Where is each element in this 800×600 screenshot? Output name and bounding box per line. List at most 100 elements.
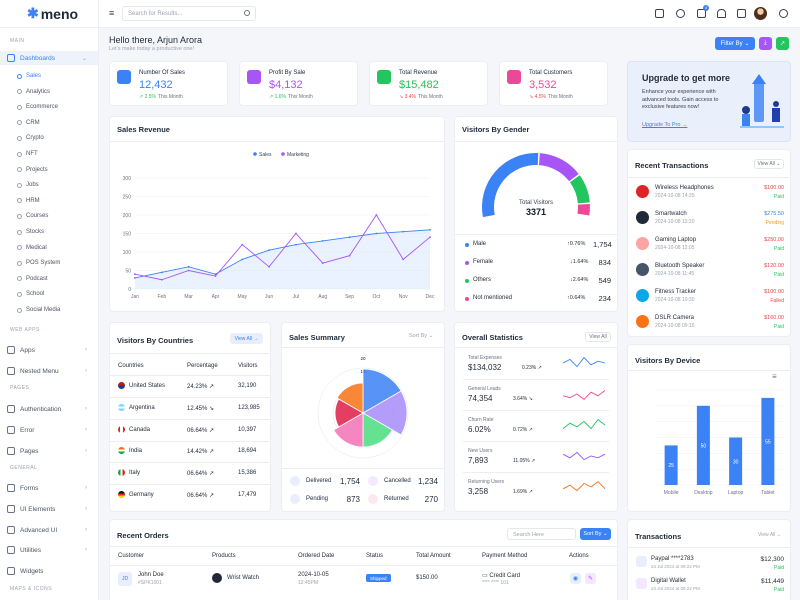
summary-slice [333, 412, 364, 448]
nav-item[interactable]: Widgets [0, 564, 98, 578]
sparkline [563, 390, 606, 401]
transaction-name[interactable]: Fitness Tracker [655, 289, 697, 295]
nav-item[interactable]: Utilities › [0, 543, 98, 557]
sidebar-subitem[interactable]: Sales [17, 73, 41, 79]
product-thumbnail [636, 185, 649, 198]
widget-icon [7, 567, 15, 575]
sidebar-subitem[interactable]: Ecommerce [17, 104, 58, 110]
stat-label: Total Revenue [399, 70, 438, 76]
legend-label: Marketing [287, 152, 309, 158]
language-icon[interactable] [655, 9, 664, 18]
transaction-name[interactable]: Digital Wallet [651, 578, 686, 584]
gender-value: 1,754 [593, 240, 612, 249]
summary-slice [362, 390, 408, 436]
sidebar-subitem[interactable]: Stocks [17, 229, 44, 235]
data-point [348, 254, 351, 257]
orders-column-header: Status [366, 553, 384, 559]
y-tick-label: 200 [123, 213, 132, 219]
share-button[interactable]: ↗ [776, 37, 789, 50]
view-order-button[interactable]: ◉ [570, 573, 581, 584]
upgrade-illustration [740, 74, 784, 128]
summary-sort[interactable]: Sort By ⌄ [409, 333, 434, 339]
gender-change: ↓2.64% [570, 277, 589, 283]
transaction-date: 2024-10-08 14:35 [655, 193, 695, 199]
stat-card: Total Customers 3,532 ↘ 4.5% This Month [499, 61, 608, 106]
data-point [402, 230, 405, 233]
nav-item[interactable]: Forms › [0, 481, 98, 495]
chevron-right-icon: › [85, 368, 87, 374]
device-bar [729, 437, 743, 485]
y-tick-label: 50 [125, 269, 131, 275]
bar-value-label: 30 [733, 459, 739, 465]
transaction-name[interactable]: Wireless Headphones [655, 185, 714, 191]
x-tick-label: Mobile [664, 490, 679, 496]
nav-item[interactable]: Nested Menu › [0, 364, 98, 378]
nav-item[interactable]: Pages › [0, 444, 98, 458]
sidebar-subitem[interactable]: Projects [17, 167, 48, 173]
bell-icon[interactable] [717, 9, 726, 18]
greeting-subtitle: Let's make today a productive one! [109, 46, 195, 52]
y-tick-label: 0 [128, 287, 131, 293]
country-name: Italy [129, 470, 141, 477]
stat-note: This Month [158, 94, 183, 100]
country-cell: Germany [118, 491, 154, 498]
radial-grid [317, 367, 409, 459]
sidebar-subitem[interactable]: NFT [17, 151, 38, 157]
menu-toggle-icon[interactable]: ≡ [109, 8, 115, 18]
sidebar-subitem[interactable]: Analytics [17, 89, 50, 95]
search-input[interactable]: Search for Results... [122, 6, 256, 21]
sidebar-subitem[interactable]: CRM [17, 120, 40, 126]
cart-icon[interactable] [697, 9, 706, 18]
orders-search-input[interactable]: Search Here [507, 528, 576, 540]
country-visitors: 18,694 [238, 448, 257, 455]
summary-label: Cancelled [384, 478, 411, 484]
data-point [295, 232, 297, 235]
gear-icon[interactable] [779, 9, 788, 18]
menu-icon[interactable]: ≡ [772, 372, 777, 381]
transactions2-view-all[interactable]: View All ⌄ [758, 532, 782, 538]
download-button[interactable]: ⤓ [759, 37, 772, 50]
orders-sort-button[interactable]: Sort By ⌄ [580, 528, 611, 540]
transaction-name[interactable]: Bluetooth Speaker [655, 263, 705, 269]
nav-item-label: Pages [20, 447, 39, 455]
edit-order-button[interactable]: ✎ [585, 573, 596, 584]
sidebar-subitem[interactable]: Social Media [17, 307, 60, 313]
country-cell: Canada [118, 425, 150, 433]
sidebar-subitem[interactable]: HRM [17, 198, 40, 204]
countries-view-all[interactable]: View All → [230, 333, 263, 344]
transaction-name[interactable]: Smartwatch [655, 211, 687, 217]
y-tick-label: 250 [123, 195, 132, 201]
sidebar-subitem[interactable]: Medical [17, 245, 47, 251]
data-point [214, 275, 217, 277]
nav-item[interactable]: Advanced UI › [0, 523, 98, 537]
sidebar-subitem[interactable]: Jobs [17, 182, 39, 188]
sidebar-subitem[interactable]: Courses [17, 213, 48, 219]
x-tick-label: Oct [372, 294, 380, 300]
filter-button[interactable]: Filter By ⌄ [715, 37, 755, 50]
star-icon [7, 526, 15, 534]
gender-label: Not mentioned [473, 295, 513, 301]
transaction-name[interactable]: Gaming Laptop [655, 237, 697, 243]
overall-view-all[interactable]: View All [585, 332, 611, 342]
moon-icon[interactable] [676, 9, 685, 18]
transaction-name[interactable]: Paypal ****2783 [651, 556, 694, 562]
fullscreen-icon[interactable] [737, 9, 746, 18]
gender-card: Visitors By Gender Total Visitors 3371 Ma… [454, 116, 618, 312]
countries-title: Visitors By Countries [117, 336, 194, 345]
sidebar-subitem[interactable]: School [17, 291, 44, 297]
user-avatar[interactable] [754, 7, 767, 20]
nav-item[interactable]: Apps › [0, 343, 98, 357]
nav-item[interactable]: Authentication › [0, 402, 98, 416]
sidebar-subitem[interactable]: Crypto [17, 135, 44, 141]
transactions-view-all[interactable]: View All ⌄ [754, 159, 784, 169]
sidebar-subitem[interactable]: POS System [17, 260, 60, 266]
nav-item[interactable]: Error › [0, 423, 98, 437]
transaction-name[interactable]: DSLR Camera [655, 315, 695, 321]
nav-dashboards[interactable]: Dashboards ⌄ [0, 51, 98, 65]
upgrade-link[interactable]: Upgrade To Pro → [642, 122, 688, 128]
nav-item[interactable]: UI Elements › [0, 502, 98, 516]
sidebar-subitem[interactable]: Podcast [17, 276, 48, 282]
data-point [134, 273, 136, 276]
app-logo[interactable]: ✱ meno [0, 0, 98, 28]
gender-change: ↓1.64% [570, 259, 589, 265]
